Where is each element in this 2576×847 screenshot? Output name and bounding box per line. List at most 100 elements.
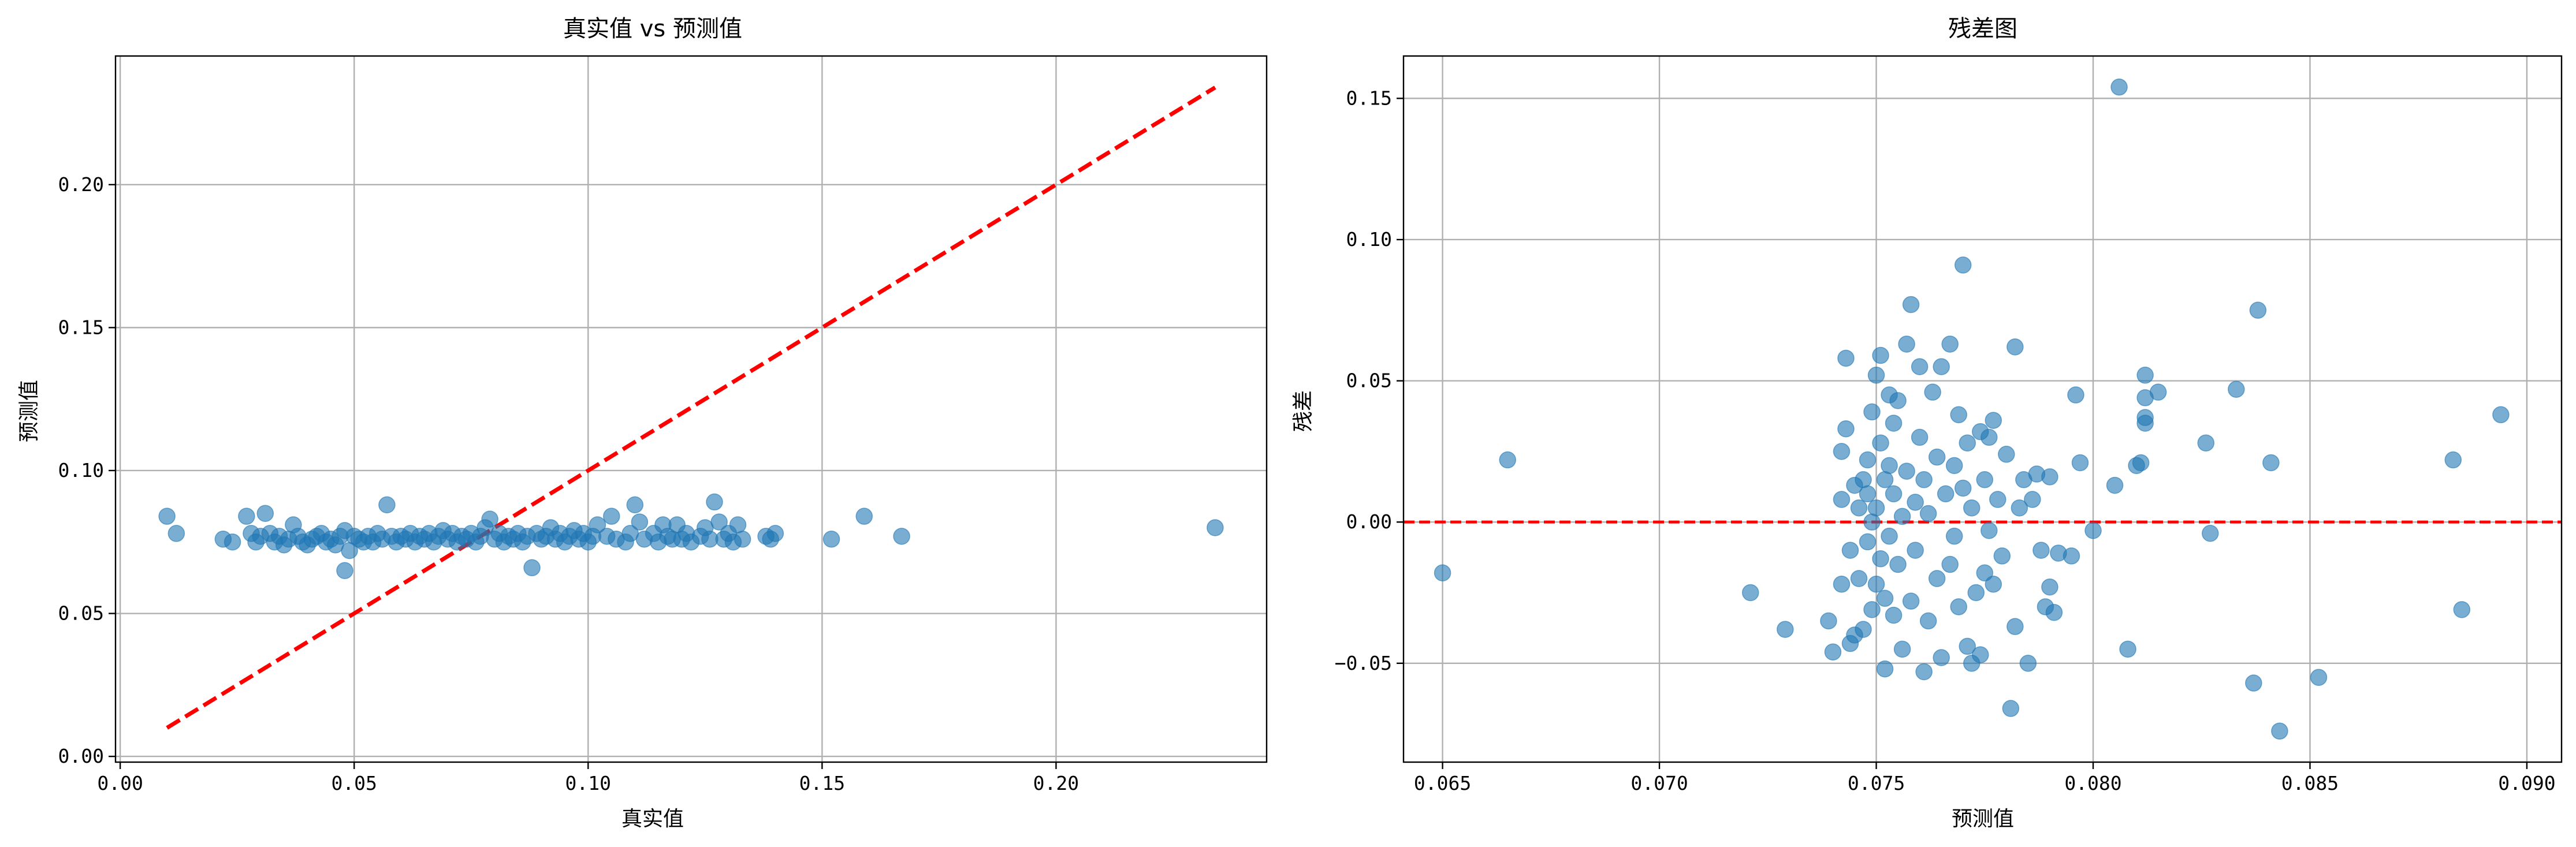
scatter-point: [1841, 542, 1859, 559]
scatter-point: [1963, 499, 1981, 517]
scatter-point: [1985, 412, 2002, 429]
scatter-point: [1855, 621, 1872, 638]
scatter-point: [1885, 485, 1903, 503]
scatter-point: [1837, 349, 1855, 367]
scatter-point: [2067, 386, 2084, 404]
scatter-point: [2041, 578, 2058, 596]
scatter-point: [2453, 601, 2471, 618]
scatter-point: [1867, 499, 1885, 517]
scatter-point: [1911, 358, 1929, 375]
scatter-point: [2119, 640, 2136, 658]
scatter-point: [1881, 457, 1898, 475]
y-tick-label: 0.10: [1346, 228, 1392, 251]
scatter-point: [1863, 601, 1881, 618]
y-axis-label: 预测值: [17, 380, 41, 442]
scatter-point: [603, 508, 620, 525]
x-tick-label: 0.20: [1033, 772, 1079, 794]
x-axis-label: 预测值: [1952, 807, 2014, 831]
scatter-point: [1976, 564, 1994, 581]
scatter-point: [1933, 649, 1950, 666]
scatter-point: [167, 525, 185, 542]
scatter-point: [1981, 428, 1998, 446]
scatter-point: [2041, 468, 2058, 486]
scatter-point: [1820, 612, 1837, 630]
scatter-point: [1837, 420, 1855, 438]
y-tick-label: 0.05: [1346, 370, 1392, 392]
scatter-point: [2136, 367, 2154, 384]
actual-vs-predicted-chart: 真实值 vs 预测值 真实值 预测值 0.00 0.05 0.10 0.15 0.20 0…: [17, 16, 1268, 831]
residual-chart: 残差图 预测值 残差 0.065 0.070 0.075 0.080 0.085 0.09…: [1291, 16, 2563, 831]
scatter-point: [2249, 301, 2267, 319]
scatter-point: [1907, 542, 1924, 559]
scatter-point: [224, 533, 241, 551]
x-tick-label: 0.090: [2498, 772, 2555, 794]
scatter-point: [1859, 451, 1877, 469]
scatter-point: [2149, 383, 2167, 401]
scatter-point: [1889, 392, 1907, 409]
reference-line: [166, 85, 1216, 730]
scatter-point: [1876, 589, 1894, 607]
scatter-point: [893, 528, 910, 545]
scatter-point: [158, 508, 176, 525]
scatter-point: [2132, 454, 2150, 472]
scatter-point: [2032, 542, 2050, 559]
scatter-point: [1954, 479, 1972, 497]
scatter-point: [1885, 606, 1903, 624]
scatter-point: [1898, 335, 1915, 353]
scatter-point: [2071, 454, 2089, 472]
x-tick-label: 0.075: [1848, 772, 1905, 794]
scatter-point: [2197, 434, 2214, 452]
scatter-point: [1499, 451, 1516, 469]
x-tick-label: 0.10: [565, 772, 611, 794]
scatter-point: [256, 505, 274, 522]
scatter-point: [1850, 570, 1868, 587]
scatter-point: [1950, 406, 1967, 424]
scatter-point: [1985, 576, 2002, 593]
scatter-point: [1893, 508, 1911, 525]
y-tick-label: 0.15: [58, 316, 104, 338]
scatter-point: [1855, 471, 1872, 488]
y-tick-label: 0.20: [58, 173, 104, 196]
scatter-point: [2310, 669, 2328, 686]
scatter-point: [2024, 491, 2041, 508]
scatter-point: [1824, 643, 1842, 661]
scatter-point: [523, 559, 541, 577]
scatter-point: [2136, 415, 2154, 432]
scatter-point: [2245, 674, 2262, 692]
chart-title: 残差图: [1948, 16, 2017, 42]
scatter-point: [2007, 338, 2024, 356]
x-tick-label: 0.085: [2281, 772, 2339, 794]
scatter-point: [1850, 499, 1868, 517]
scatter-point: [1872, 550, 1889, 568]
scatter-point: [2492, 406, 2510, 424]
y-axis-label: 残差: [1291, 390, 1315, 432]
scatter-point: [1434, 564, 1451, 581]
scatter-point: [822, 531, 840, 548]
scatter-point: [2201, 524, 2219, 542]
y-tick-label: 0.00: [58, 745, 104, 767]
scatter-point: [2110, 79, 2128, 96]
scatter-point: [1872, 346, 1889, 364]
scatter-point: [1867, 367, 1885, 384]
scatter-point: [1924, 383, 1941, 401]
x-tick-label: 0.070: [1631, 772, 1688, 794]
scatter-point: [710, 513, 728, 531]
scatter-point: [1863, 403, 1881, 421]
scatter-point: [1876, 660, 1894, 678]
scatter-point: [1859, 485, 1877, 503]
scatter-point: [1945, 457, 1963, 475]
scatter-point: [1902, 592, 1920, 610]
scatter-point: [1937, 485, 1955, 503]
scatter-point: [1915, 471, 1933, 488]
scatter-point: [378, 496, 396, 514]
scatter-point: [1872, 434, 1889, 452]
scatter-point: [2084, 522, 2102, 539]
scatter-point: [1959, 434, 1976, 452]
scatter-point: [1898, 462, 1915, 480]
scatter-point: [1833, 443, 1851, 460]
scatter-point: [2106, 476, 2124, 494]
scatter-point: [1928, 448, 1946, 466]
scatter-point: [1919, 505, 1937, 523]
